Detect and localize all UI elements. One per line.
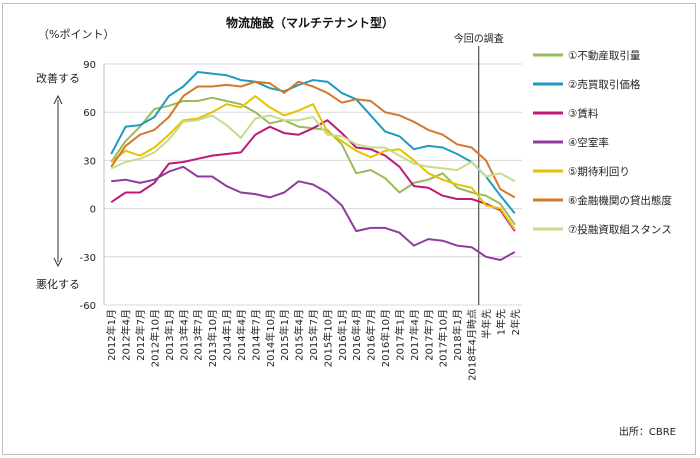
y-tick-label: -30: [80, 253, 96, 264]
x-tick-label: 2014年1月: [221, 309, 234, 361]
x-tick-label: 2014年4月: [235, 309, 248, 361]
x-tick-label: 2015年10月: [321, 309, 334, 367]
x-tick-label: 2012年4月: [120, 309, 133, 361]
legend-label: ③賃料: [568, 107, 599, 120]
x-tick-label: 2017年7月: [422, 309, 435, 361]
x-tick-label: 2012年7月: [134, 309, 147, 361]
x-tick-label: 2017年10月: [437, 309, 450, 367]
arrow-down-icon: [53, 257, 63, 268]
x-tick-label: 2015年4月: [293, 309, 306, 361]
y-tick-label: 30: [83, 156, 96, 167]
worsen-label: 悪化する: [36, 278, 80, 291]
y-tick-label: -60: [80, 301, 96, 312]
x-tick-label: 2015年1月: [278, 309, 291, 361]
series-line: [110, 114, 516, 183]
legend-label: ⑥金融機関の貸出態度: [568, 194, 672, 207]
x-tick-label: 2014年7月: [249, 309, 262, 361]
series-line: [111, 165, 516, 261]
x-tick-label: 2013年4月: [177, 309, 190, 361]
x-tick-label: 半年先: [480, 309, 493, 339]
x-tick-label: 1年先: [494, 309, 507, 335]
source-label: 出所：CBRE: [618, 427, 676, 438]
x-tick-label: 2016年7月: [365, 309, 378, 361]
series-line: [110, 95, 516, 231]
x-tick-label: 2013年7月: [192, 309, 205, 361]
legend-label: ⑦投融資取組スタンス: [568, 223, 672, 236]
x-tick-label: 2014年10月: [264, 309, 277, 367]
x-tick-label: 2016年10月: [379, 309, 392, 367]
chart-frame: [2, 3, 696, 455]
legend-label: ①不動産取引量: [568, 49, 641, 62]
current-survey-label: 今回の調査: [454, 32, 504, 45]
chart-title: 物流施設（マルチテナント型）: [225, 16, 394, 30]
x-tick-label: 2016年1月: [336, 309, 349, 361]
y-tick-label: 0: [90, 205, 96, 216]
legend-label: ②売買取引価格: [568, 78, 641, 91]
x-tick-label: 2017年4月: [408, 309, 421, 361]
y-unit-label: （%ポイント）: [38, 28, 115, 41]
x-tick-label: 2012年1月: [105, 309, 118, 361]
x-tick-label: 2013年1月: [163, 309, 176, 361]
arrow-up-icon: [53, 94, 63, 105]
x-tick-label: 2013年10月: [206, 309, 219, 367]
x-tick-label: 2018年4月時点: [466, 309, 479, 381]
x-tick-label: 2年先: [509, 309, 522, 335]
x-tick-label: 2015年7月: [307, 309, 320, 361]
series-line: [110, 119, 516, 232]
y-tick-label: 90: [83, 60, 96, 71]
x-tick-label: 2017年1月: [393, 309, 406, 361]
y-tick-label: 60: [83, 108, 96, 119]
x-tick-label: 2018年1月: [451, 309, 464, 361]
series-line: [110, 80, 516, 199]
legend-label: ⑤期待利回り: [568, 165, 630, 178]
x-tick-label: 2016年4月: [350, 309, 363, 361]
series-line: [110, 71, 516, 215]
legend-label: ④空室率: [568, 136, 609, 149]
improve-label: 改善する: [36, 72, 80, 85]
x-tick-label: 2012年10月: [148, 309, 161, 367]
